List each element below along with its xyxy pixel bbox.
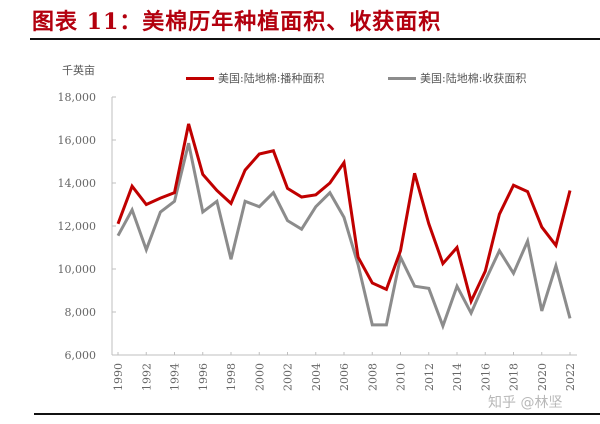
x-tick-label: 2022 [564, 363, 577, 391]
x-tick-label: 2018 [508, 363, 521, 391]
x-tick-label: 1996 [197, 363, 210, 391]
y-tick-label: 6,000 [65, 349, 97, 362]
bottom-divider [34, 413, 600, 415]
y-tick-label: 10,000 [58, 263, 97, 276]
x-tick-label: 2010 [395, 363, 408, 391]
y-axis-unit-label: 千英亩 [62, 64, 95, 77]
x-tick-label: 2000 [253, 363, 266, 391]
legend-label-harvested: 美国:陆地棉:收获面积 [420, 72, 527, 85]
chart-series [116, 123, 572, 331]
x-tick-label: 2008 [366, 363, 379, 391]
legend-swatch-red-icon [186, 76, 214, 80]
series-line-harvested [116, 142, 572, 331]
legend-label-planted: 美国:陆地棉:播种面积 [218, 72, 325, 85]
legend-item-harvested: 美国:陆地棉:收获面积 [388, 70, 526, 86]
x-tick-label: 2006 [338, 363, 351, 391]
y-tick-label: 18,000 [58, 91, 97, 104]
x-tick-label: 1994 [169, 363, 182, 391]
x-tick-label: 2016 [479, 363, 492, 391]
x-tick-label: 2020 [536, 363, 549, 391]
x-tick-label: 1990 [112, 363, 125, 391]
x-tick-label: 1992 [140, 363, 153, 391]
legend-item-planted: 美国:陆地棉:播种面积 [186, 70, 324, 86]
series-line-planted [116, 123, 572, 306]
legend-swatch-gray-icon [388, 76, 416, 80]
y-tick-label: 16,000 [58, 134, 97, 147]
y-tick-label: 8,000 [65, 306, 97, 319]
watermark: 知乎 @林坚 [488, 395, 563, 411]
x-tick-label: 1998 [225, 363, 238, 391]
x-tick-label: 2004 [310, 363, 323, 391]
x-tick-label: 2014 [451, 363, 464, 391]
chart-title: 图表 11：美棉历年种植面积、收获面积 [32, 9, 442, 35]
x-tick-label: 2012 [423, 363, 436, 391]
chart-axes: 6,000 8,000 10,000 12,000 14,000 16,000 18,000… [58, 91, 577, 391]
title-divider [30, 38, 600, 40]
y-tick-label: 14,000 [58, 177, 97, 190]
x-tick-label: 2002 [282, 363, 295, 391]
y-tick-label: 12,000 [58, 220, 97, 233]
